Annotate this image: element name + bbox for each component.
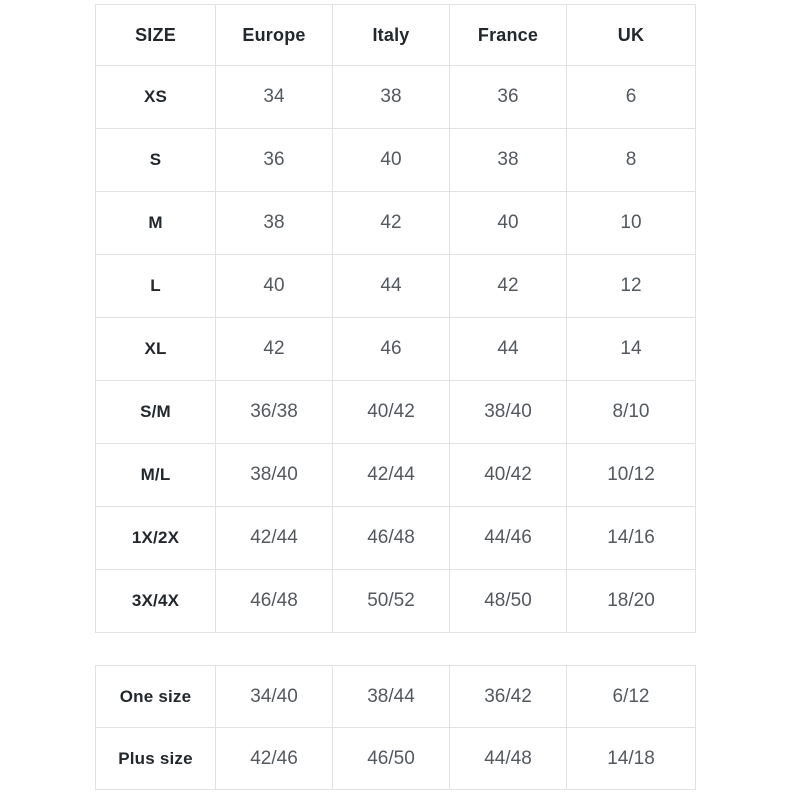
- europe-value: 40: [215, 254, 333, 318]
- france-value: 44/48: [449, 727, 567, 790]
- italy-value: 38/44: [332, 665, 450, 728]
- europe-value: 36/38: [215, 380, 333, 444]
- uk-value: 18/20: [566, 569, 696, 633]
- europe-value: 42: [215, 317, 333, 381]
- column-header-europe: Europe: [215, 4, 333, 66]
- table-row-3x-4x: 3X/4X 46/48 50/52 48/50 18/20: [95, 569, 696, 633]
- italy-value: 46/50: [332, 727, 450, 790]
- italy-value: 38: [332, 65, 450, 129]
- column-header-uk: UK: [566, 4, 696, 66]
- uk-value: 6: [566, 65, 696, 129]
- size-label: One size: [95, 665, 216, 728]
- uk-value: 8/10: [566, 380, 696, 444]
- column-header-size: SIZE: [95, 4, 216, 66]
- table-row-one-size: One size 34/40 38/44 36/42 6/12: [95, 665, 696, 728]
- france-value: 42: [449, 254, 567, 318]
- special-sizes-table: One size 34/40 38/44 36/42 6/12 Plus siz…: [95, 665, 696, 790]
- italy-value: 44: [332, 254, 450, 318]
- italy-value: 50/52: [332, 569, 450, 633]
- europe-value: 42/44: [215, 506, 333, 570]
- france-value: 48/50: [449, 569, 567, 633]
- size-label: S: [95, 128, 216, 192]
- table-row-l: L 40 44 42 12: [95, 254, 696, 318]
- uk-value: 8: [566, 128, 696, 192]
- table-row-plus-size: Plus size 42/46 46/50 44/48 14/18: [95, 727, 696, 790]
- size-label: S/M: [95, 380, 216, 444]
- size-label: 3X/4X: [95, 569, 216, 633]
- italy-value: 46: [332, 317, 450, 381]
- france-value: 40/42: [449, 443, 567, 507]
- table-row-s: S 36 40 38 8: [95, 128, 696, 192]
- italy-value: 46/48: [332, 506, 450, 570]
- table-row-m-l: M/L 38/40 42/44 40/42 10/12: [95, 443, 696, 507]
- table-row-xs: XS 34 38 36 6: [95, 65, 696, 129]
- italy-value: 40: [332, 128, 450, 192]
- size-conversion-table: SIZE Europe Italy France UK XS 34 38 36 …: [95, 4, 696, 633]
- france-value: 36/42: [449, 665, 567, 728]
- europe-value: 42/46: [215, 727, 333, 790]
- france-value: 38: [449, 128, 567, 192]
- uk-value: 10: [566, 191, 696, 255]
- size-label: XS: [95, 65, 216, 129]
- size-label: M/L: [95, 443, 216, 507]
- italy-value: 42/44: [332, 443, 450, 507]
- table-row-1x-2x: 1X/2X 42/44 46/48 44/46 14/16: [95, 506, 696, 570]
- france-value: 36: [449, 65, 567, 129]
- table-row-xl: XL 42 46 44 14: [95, 317, 696, 381]
- france-value: 40: [449, 191, 567, 255]
- europe-value: 38: [215, 191, 333, 255]
- uk-value: 6/12: [566, 665, 696, 728]
- column-header-italy: Italy: [332, 4, 450, 66]
- france-value: 44: [449, 317, 567, 381]
- column-header-france: France: [449, 4, 567, 66]
- table-row-s-m: S/M 36/38 40/42 38/40 8/10: [95, 380, 696, 444]
- header-row: SIZE Europe Italy France UK: [95, 4, 696, 66]
- italy-value: 42: [332, 191, 450, 255]
- uk-value: 14/18: [566, 727, 696, 790]
- size-label: 1X/2X: [95, 506, 216, 570]
- uk-value: 14/16: [566, 506, 696, 570]
- europe-value: 46/48: [215, 569, 333, 633]
- size-label: XL: [95, 317, 216, 381]
- size-label: L: [95, 254, 216, 318]
- size-label: Plus size: [95, 727, 216, 790]
- europe-value: 34/40: [215, 665, 333, 728]
- italy-value: 40/42: [332, 380, 450, 444]
- table-row-m: M 38 42 40 10: [95, 191, 696, 255]
- uk-value: 14: [566, 317, 696, 381]
- uk-value: 10/12: [566, 443, 696, 507]
- europe-value: 38/40: [215, 443, 333, 507]
- france-value: 44/46: [449, 506, 567, 570]
- size-chart-section: SIZE Europe Italy France UK XS 34 38 36 …: [95, 4, 696, 790]
- uk-value: 12: [566, 254, 696, 318]
- europe-value: 34: [215, 65, 333, 129]
- europe-value: 36: [215, 128, 333, 192]
- size-label: M: [95, 191, 216, 255]
- france-value: 38/40: [449, 380, 567, 444]
